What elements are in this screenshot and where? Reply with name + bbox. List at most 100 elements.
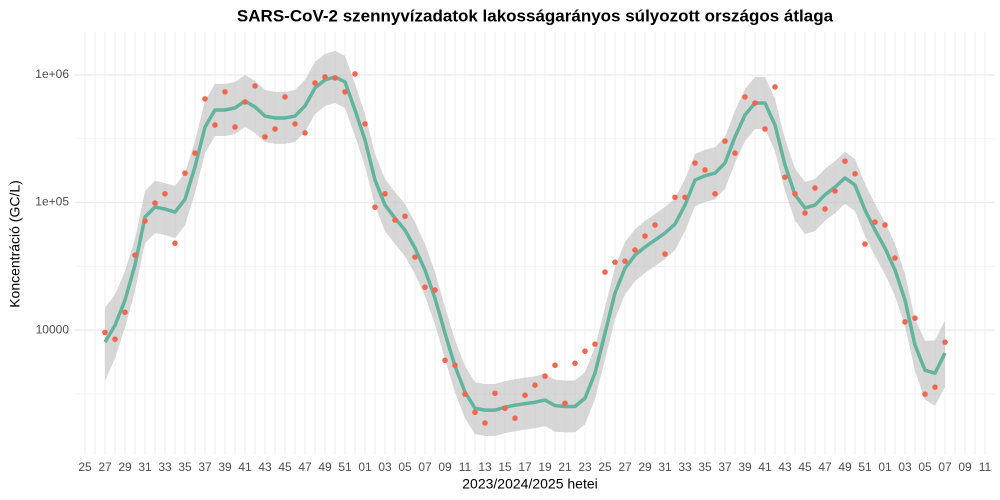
- x-tick-label: 25: [598, 460, 612, 474]
- data-point: [452, 362, 458, 369]
- data-point: [542, 373, 548, 379]
- y-tick-label: 1e+05: [35, 195, 69, 209]
- x-tick-label: 39: [218, 460, 232, 474]
- data-point: [182, 170, 188, 176]
- data-point: [472, 409, 478, 416]
- data-point: [142, 218, 148, 224]
- x-tick-label: 47: [298, 460, 312, 474]
- y-axis-title: Koncentráció (GC/L): [7, 180, 23, 308]
- x-tick-label: 29: [118, 460, 132, 474]
- x-tick-label: 03: [898, 460, 912, 474]
- data-point: [242, 99, 248, 105]
- data-point: [652, 222, 658, 228]
- data-point: [552, 362, 558, 369]
- x-tick-label: 45: [278, 460, 292, 474]
- x-tick-label: 05: [398, 460, 412, 474]
- data-point: [352, 71, 358, 77]
- data-point: [702, 167, 708, 173]
- data-point: [682, 194, 688, 201]
- data-point: [502, 405, 508, 412]
- data-point: [762, 126, 768, 132]
- data-point: [272, 126, 278, 132]
- data-point: [772, 84, 778, 90]
- data-point: [122, 309, 128, 316]
- x-tick-label: 33: [158, 460, 172, 474]
- data-point: [612, 259, 618, 265]
- data-point: [732, 150, 738, 156]
- data-point: [232, 124, 238, 130]
- data-point: [912, 315, 918, 321]
- x-tick-label: 43: [778, 460, 792, 474]
- data-point: [782, 174, 788, 180]
- data-point: [342, 89, 348, 95]
- x-tick-label: 31: [138, 460, 152, 474]
- data-point: [522, 392, 528, 398]
- x-tick-label: 13: [478, 460, 492, 474]
- data-point: [252, 83, 258, 89]
- data-point: [622, 258, 628, 264]
- x-tick-label: 35: [178, 460, 192, 474]
- data-point: [302, 130, 308, 136]
- data-point: [812, 185, 818, 191]
- data-point: [852, 170, 858, 177]
- y-tick-label: 10000: [36, 322, 70, 336]
- data-point: [132, 252, 138, 258]
- data-point: [112, 336, 118, 342]
- x-tick-label: 27: [618, 460, 632, 474]
- data-point: [642, 233, 648, 239]
- x-tick-label: 15: [498, 460, 512, 474]
- data-point: [202, 96, 208, 102]
- data-point: [512, 415, 518, 421]
- data-point: [392, 217, 398, 223]
- data-point: [692, 160, 698, 166]
- data-point: [872, 219, 878, 225]
- data-point: [432, 287, 438, 293]
- data-point: [492, 390, 498, 397]
- data-point: [292, 121, 298, 127]
- x-tick-label: 17: [518, 460, 532, 474]
- x-tick-label: 11: [459, 460, 472, 474]
- data-point: [672, 194, 678, 201]
- x-tick-label: 11: [979, 460, 992, 474]
- data-point: [902, 319, 908, 325]
- x-tick-label: 51: [858, 460, 872, 474]
- data-point: [262, 134, 268, 140]
- x-tick-label: 41: [758, 460, 772, 474]
- data-point: [322, 74, 328, 80]
- chart-title: SARS-CoV-2 szennyvízadatok lakosságarány…: [237, 6, 834, 25]
- data-point: [712, 191, 718, 197]
- data-point: [382, 191, 388, 197]
- data-point: [662, 251, 668, 257]
- data-point: [862, 241, 868, 247]
- data-point: [312, 80, 318, 86]
- x-tick-label: 23: [578, 460, 592, 474]
- data-point: [192, 150, 198, 156]
- x-axis-title: 2023/2024/2025 hetei: [462, 476, 597, 492]
- data-point: [162, 191, 168, 197]
- data-point: [222, 89, 228, 95]
- x-tick-label: 39: [738, 460, 752, 474]
- data-point: [882, 222, 888, 228]
- data-point: [582, 348, 588, 354]
- data-point: [462, 391, 468, 397]
- data-point: [442, 357, 448, 364]
- x-tick-label: 41: [238, 460, 252, 474]
- x-tick-label: 01: [358, 460, 372, 474]
- data-point: [802, 210, 808, 216]
- data-point: [832, 188, 838, 194]
- x-tick-label: 09: [438, 460, 452, 474]
- data-point: [592, 341, 598, 347]
- data-point: [422, 284, 428, 290]
- x-tick-label: 07: [418, 460, 432, 474]
- data-point: [102, 329, 108, 336]
- data-point: [932, 384, 938, 390]
- data-point: [482, 420, 488, 426]
- x-tick-label: 03: [378, 460, 392, 474]
- data-point: [572, 360, 578, 367]
- x-tick-label: 25: [78, 460, 92, 474]
- data-point: [722, 138, 728, 144]
- data-point: [752, 100, 758, 106]
- data-point: [152, 200, 158, 206]
